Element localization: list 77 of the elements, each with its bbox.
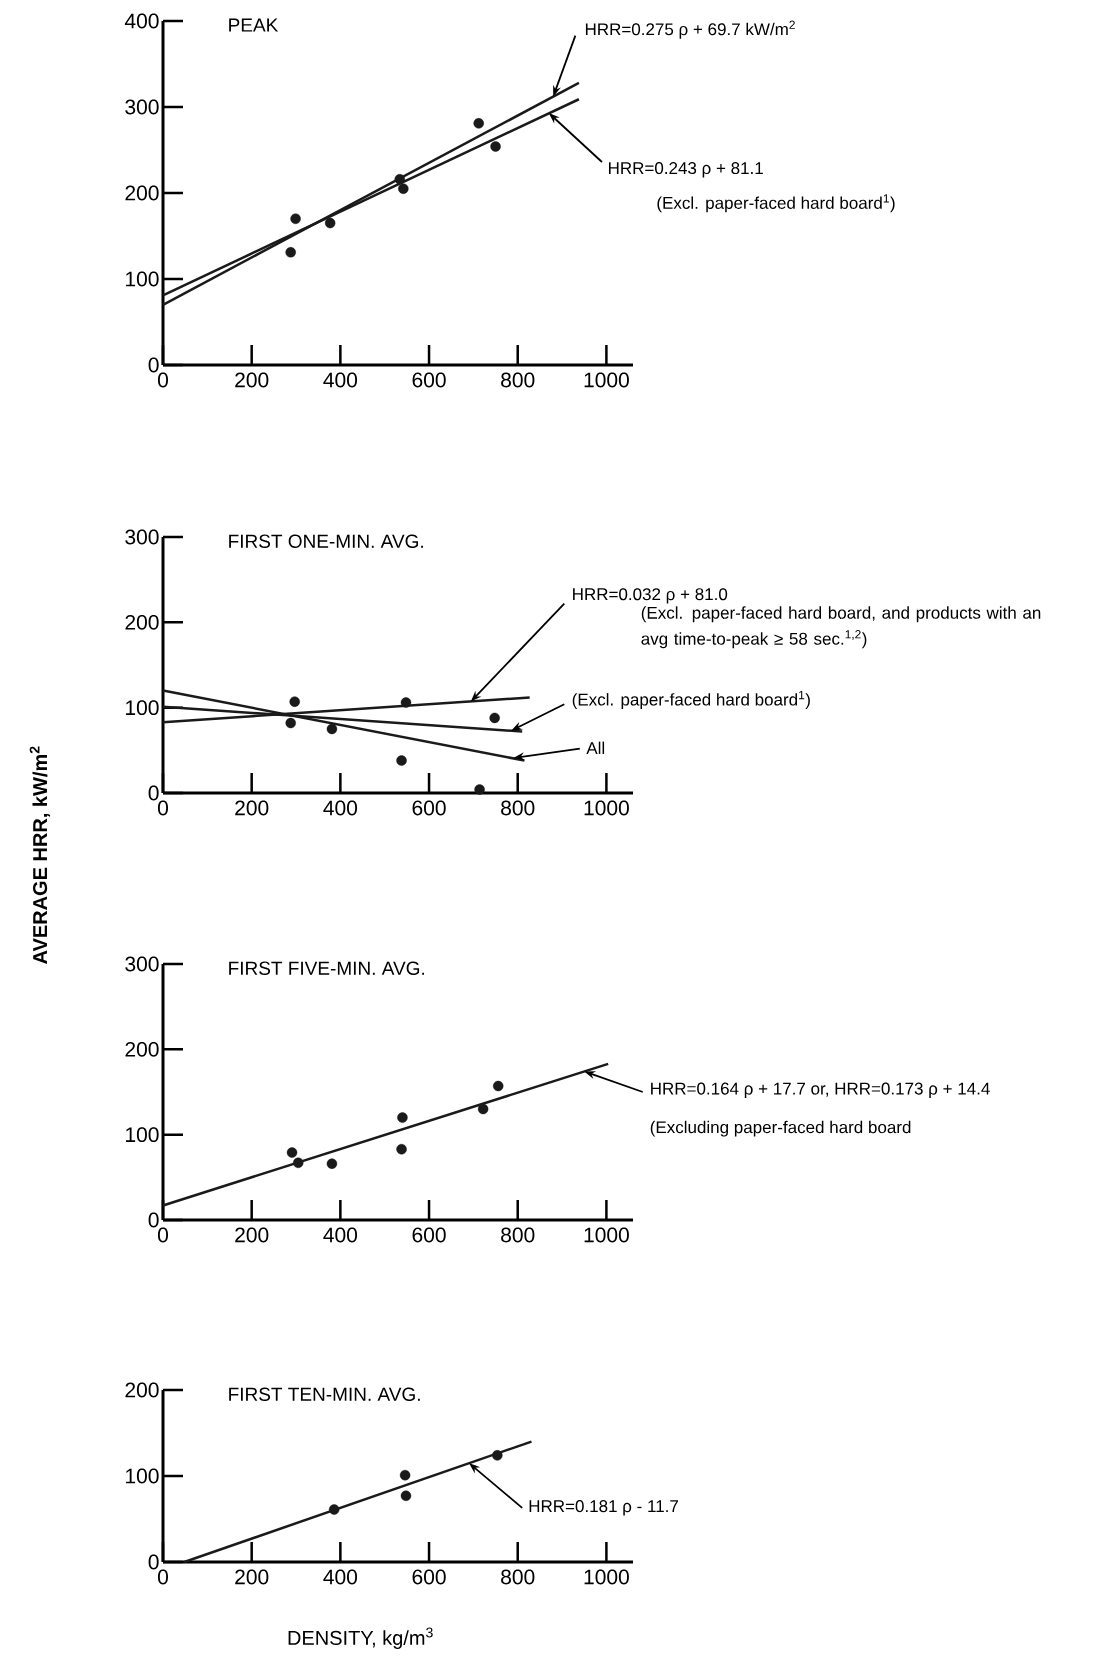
point xyxy=(474,784,485,795)
y-tick-label: 100 xyxy=(126,1468,159,1484)
x-tick-label: 1000 xyxy=(584,372,629,388)
chart-title: PEAK xyxy=(229,18,279,32)
point xyxy=(493,1080,504,1092)
y-tick-label: 100 xyxy=(126,700,159,716)
y-tick-label: 200 xyxy=(125,185,159,201)
y-tick-label: 200 xyxy=(125,1041,159,1057)
x-tick-label: 200 xyxy=(235,800,269,816)
point xyxy=(489,712,500,724)
point xyxy=(490,141,501,152)
annotation: HRR=0.032 ρ + 81.0 xyxy=(573,588,728,604)
text: (Excl. paper-faced hard board, and products with an avg time-to-peak ≥ 58 sec.$^{1,2}$) xyxy=(641,606,1041,649)
x-tick-label: 600 xyxy=(412,372,446,388)
x-tick-label: 400 xyxy=(323,800,358,816)
point xyxy=(492,1450,503,1461)
y-tick-label: 0 xyxy=(148,785,159,801)
text: (Excluding paper-faced hard board xyxy=(650,1120,911,1137)
point xyxy=(398,183,409,194)
point xyxy=(324,217,336,229)
text: (Excl. paper-faced hard board$^{1}$) xyxy=(657,194,895,213)
y-tick-label: 0 xyxy=(148,1554,159,1570)
x-tick-label: 800 xyxy=(501,1569,535,1585)
point xyxy=(396,1143,407,1155)
x-tick-label: 1000 xyxy=(584,800,629,816)
x-tick-label: 600 xyxy=(412,1227,446,1243)
x-tick-label: 400 xyxy=(323,1569,358,1585)
point xyxy=(397,1112,408,1123)
point xyxy=(285,717,296,729)
x-tick-label: 1000 xyxy=(584,1227,629,1243)
x-tick-label: 800 xyxy=(501,800,535,816)
y-tick-label: 100 xyxy=(126,1127,159,1143)
point xyxy=(473,118,484,129)
x-tick-label: 800 xyxy=(501,372,535,388)
point xyxy=(285,247,296,258)
point xyxy=(477,1103,489,1115)
point xyxy=(293,1157,304,1169)
point xyxy=(399,1469,411,1481)
chart-title: FIRST FIVE-MIN. AVG. xyxy=(229,961,425,975)
point xyxy=(328,1504,340,1515)
y-tick-label: 400 xyxy=(124,13,159,29)
x-tick-label: 800 xyxy=(501,1227,535,1243)
x-tick-label: 200 xyxy=(235,372,269,388)
y-tick-label: 0 xyxy=(148,357,159,373)
annotation: All xyxy=(586,741,605,754)
x-tick-label: 200 xyxy=(235,1227,269,1243)
x-tick-label: 1000 xyxy=(584,1569,629,1585)
point xyxy=(289,696,300,707)
point xyxy=(290,213,301,224)
x-tick-label: 600 xyxy=(412,1569,446,1585)
x-tick-label: 400 xyxy=(323,1227,358,1243)
point xyxy=(326,1158,338,1169)
point xyxy=(396,755,407,766)
point xyxy=(394,174,405,185)
point xyxy=(400,1490,412,1501)
annotation: HRR=0.275 ρ + 69.7 kW/m$^{2}$ xyxy=(585,20,795,39)
point xyxy=(400,697,412,708)
x-tick-label: 200 xyxy=(235,1569,269,1585)
x-tick-label: 600 xyxy=(412,800,446,816)
annotation: HRR=0.181 ρ - 11.7 xyxy=(529,1500,678,1516)
y-axis-title: AVERAGE HRR, kW/m$^{2}$ xyxy=(29,746,51,964)
annotation: (Excl. paper-faced hard board$^{1}$) xyxy=(572,690,810,709)
annotation: HRR=0.243 ρ + 81.1 xyxy=(609,162,763,178)
y-tick-label: 200 xyxy=(125,1382,159,1398)
annotation: HRR=0.164 ρ + 17.7 or, HRR=0.173 ρ + 14.4 xyxy=(651,1082,990,1098)
x-tick-label: 400 xyxy=(323,372,358,388)
y-tick-label: 200 xyxy=(125,614,159,630)
chart-title: FIRST TEN-MIN. AVG. xyxy=(229,1387,420,1401)
chart-title: FIRST ONE-MIN. AVG. xyxy=(229,534,423,548)
x-axis-title: DENSITY, kg/m$^{3}$ xyxy=(288,1627,433,1649)
y-tick-label: 300 xyxy=(125,529,159,545)
y-tick-label: 300 xyxy=(125,956,159,972)
y-tick-label: 100 xyxy=(126,271,159,287)
point xyxy=(326,723,338,735)
y-tick-label: 0 xyxy=(148,1212,159,1228)
y-tick-label: 300 xyxy=(125,99,159,115)
point xyxy=(286,1147,298,1158)
